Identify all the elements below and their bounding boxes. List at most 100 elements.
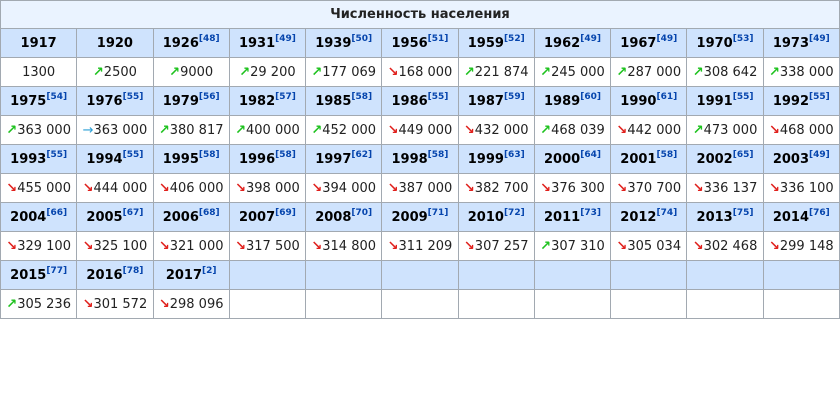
years-row: 1917 1920 1926[48] 1931[49] 1939[50] 1956[51]… [0, 28, 840, 58]
year-cell: 2006[68] [152, 202, 230, 232]
reference-link[interactable]: [77] [46, 265, 68, 276]
year-label: 2010 [467, 209, 504, 225]
population-value: 302 468 [703, 238, 758, 254]
year-label: 1985 [315, 93, 352, 109]
year-label: 1920 [96, 35, 133, 51]
population-value: 473 000 [703, 122, 758, 138]
reference-link[interactable]: [56] [198, 91, 220, 102]
reference-link[interactable]: [75] [732, 207, 754, 218]
reference-link[interactable]: [49] [809, 149, 830, 160]
population-cell: ↗287 000 [610, 57, 688, 87]
year-cell: 2010[72] [457, 202, 535, 232]
reference-link[interactable]: [72] [503, 207, 525, 218]
reference-link[interactable]: [53] [732, 33, 754, 44]
reference-link[interactable]: [55] [46, 149, 68, 160]
reference-link[interactable]: [57] [275, 91, 296, 102]
reference-link[interactable]: [62] [351, 149, 373, 160]
reference-link[interactable]: [48] [198, 33, 220, 44]
year-label: 2017 [165, 267, 202, 283]
reference-link[interactable]: [63] [503, 149, 525, 160]
year-cell: 2004[66] [0, 202, 78, 232]
reference-link[interactable]: [55] [809, 91, 830, 102]
reference-link[interactable]: [60] [580, 91, 601, 102]
year-label: 1999 [467, 151, 504, 167]
population-cell: ↗468 039 [533, 115, 612, 145]
reference-link[interactable]: [52] [503, 33, 525, 44]
population-value: 387 000 [398, 180, 453, 196]
arrow-down-right-icon: ↘ [463, 122, 475, 138]
year-label: 1959 [467, 35, 504, 51]
reference-link[interactable]: [65] [732, 149, 754, 160]
population-cell: ↘394 000 [305, 173, 383, 203]
population-cell: ↘442 000 [610, 115, 688, 145]
population-value: 305 034 [627, 238, 682, 254]
reference-link[interactable]: [64] [580, 149, 601, 160]
year-label: 2013 [696, 209, 733, 225]
reference-link[interactable]: [49] [580, 33, 601, 44]
year-label: 2000 [544, 151, 581, 167]
year-label: 1986 [391, 93, 428, 109]
year-cell: 2012[74] [610, 202, 688, 232]
year-cell: 1997[62] [305, 144, 383, 174]
reference-link[interactable]: [59] [503, 91, 525, 102]
population-value: 314 800 [322, 238, 377, 254]
year-cell: 1926[48] [152, 28, 230, 58]
reference-link[interactable]: [76] [809, 207, 830, 218]
reference-link[interactable]: [55] [427, 91, 449, 102]
population-cell: ↘455 000 [0, 173, 78, 203]
population-value: 1300 [22, 64, 56, 80]
reference-link[interactable]: [58] [275, 149, 296, 160]
year-cell [457, 260, 535, 290]
year-cell: 1994[55] [76, 144, 154, 174]
year-cell [228, 260, 307, 290]
arrow-up-right-icon: ↗ [169, 64, 181, 80]
population-value: 325 100 [93, 238, 148, 254]
year-cell: 2008[70] [305, 202, 383, 232]
year-cell: 1959[52] [457, 28, 535, 58]
reference-link[interactable]: [58] [427, 149, 449, 160]
reference-link[interactable]: [74] [656, 207, 678, 218]
year-label: 1990 [620, 93, 657, 109]
reference-link[interactable]: [66] [46, 207, 68, 218]
arrow-up-right-icon: ↗ [692, 64, 704, 80]
population-cell: ↘298 096 [152, 289, 230, 319]
reference-link[interactable]: [78] [122, 265, 144, 276]
year-label: 1995 [162, 151, 199, 167]
reference-link[interactable]: [55] [732, 91, 754, 102]
year-cell: 2009[71] [381, 202, 459, 232]
year-label: 1931 [238, 35, 276, 51]
year-cell: 1975[54] [0, 86, 78, 116]
reference-link[interactable]: [49] [275, 33, 296, 44]
reference-link[interactable]: [49] [809, 33, 830, 44]
population-cell [762, 289, 840, 319]
values-row: 1300 ↗2500 ↗9000 ↗29 200 ↗177 069 ↘168 000 ↗22… [0, 57, 840, 87]
population-cell: ↘370 700 [610, 173, 688, 203]
reference-link[interactable]: [71] [427, 207, 449, 218]
year-cell: 1986[55] [381, 86, 459, 116]
arrow-up-right-icon: ↗ [92, 64, 104, 80]
reference-link[interactable]: [51] [427, 33, 449, 44]
reference-link[interactable]: [58] [198, 149, 220, 160]
reference-link[interactable]: [58] [656, 149, 678, 160]
reference-link[interactable]: [70] [351, 207, 373, 218]
reference-link[interactable]: [49] [656, 33, 678, 44]
reference-link[interactable]: [55] [122, 149, 144, 160]
reference-link[interactable]: [50] [351, 33, 373, 44]
reference-link[interactable]: [58] [351, 91, 373, 102]
population-value: 363 000 [93, 122, 148, 138]
reference-link[interactable]: [73] [580, 207, 601, 218]
population-value: 468 000 [779, 122, 834, 138]
reference-link[interactable]: [55] [122, 91, 144, 102]
year-cell: 2017[2] [152, 260, 230, 290]
reference-link[interactable]: [2] [202, 265, 217, 276]
reference-link[interactable]: [54] [46, 91, 68, 102]
year-cell: 2015[77] [0, 260, 78, 290]
reference-link[interactable]: [61] [656, 91, 678, 102]
population-value: 406 000 [169, 180, 224, 196]
year-label: 1997 [315, 151, 352, 167]
population-cell: ↗308 642 [686, 57, 764, 87]
reference-link[interactable]: [67] [122, 207, 144, 218]
population-cell: ↗400 000 [228, 115, 307, 145]
reference-link[interactable]: [69] [275, 207, 296, 218]
reference-link[interactable]: [68] [198, 207, 220, 218]
